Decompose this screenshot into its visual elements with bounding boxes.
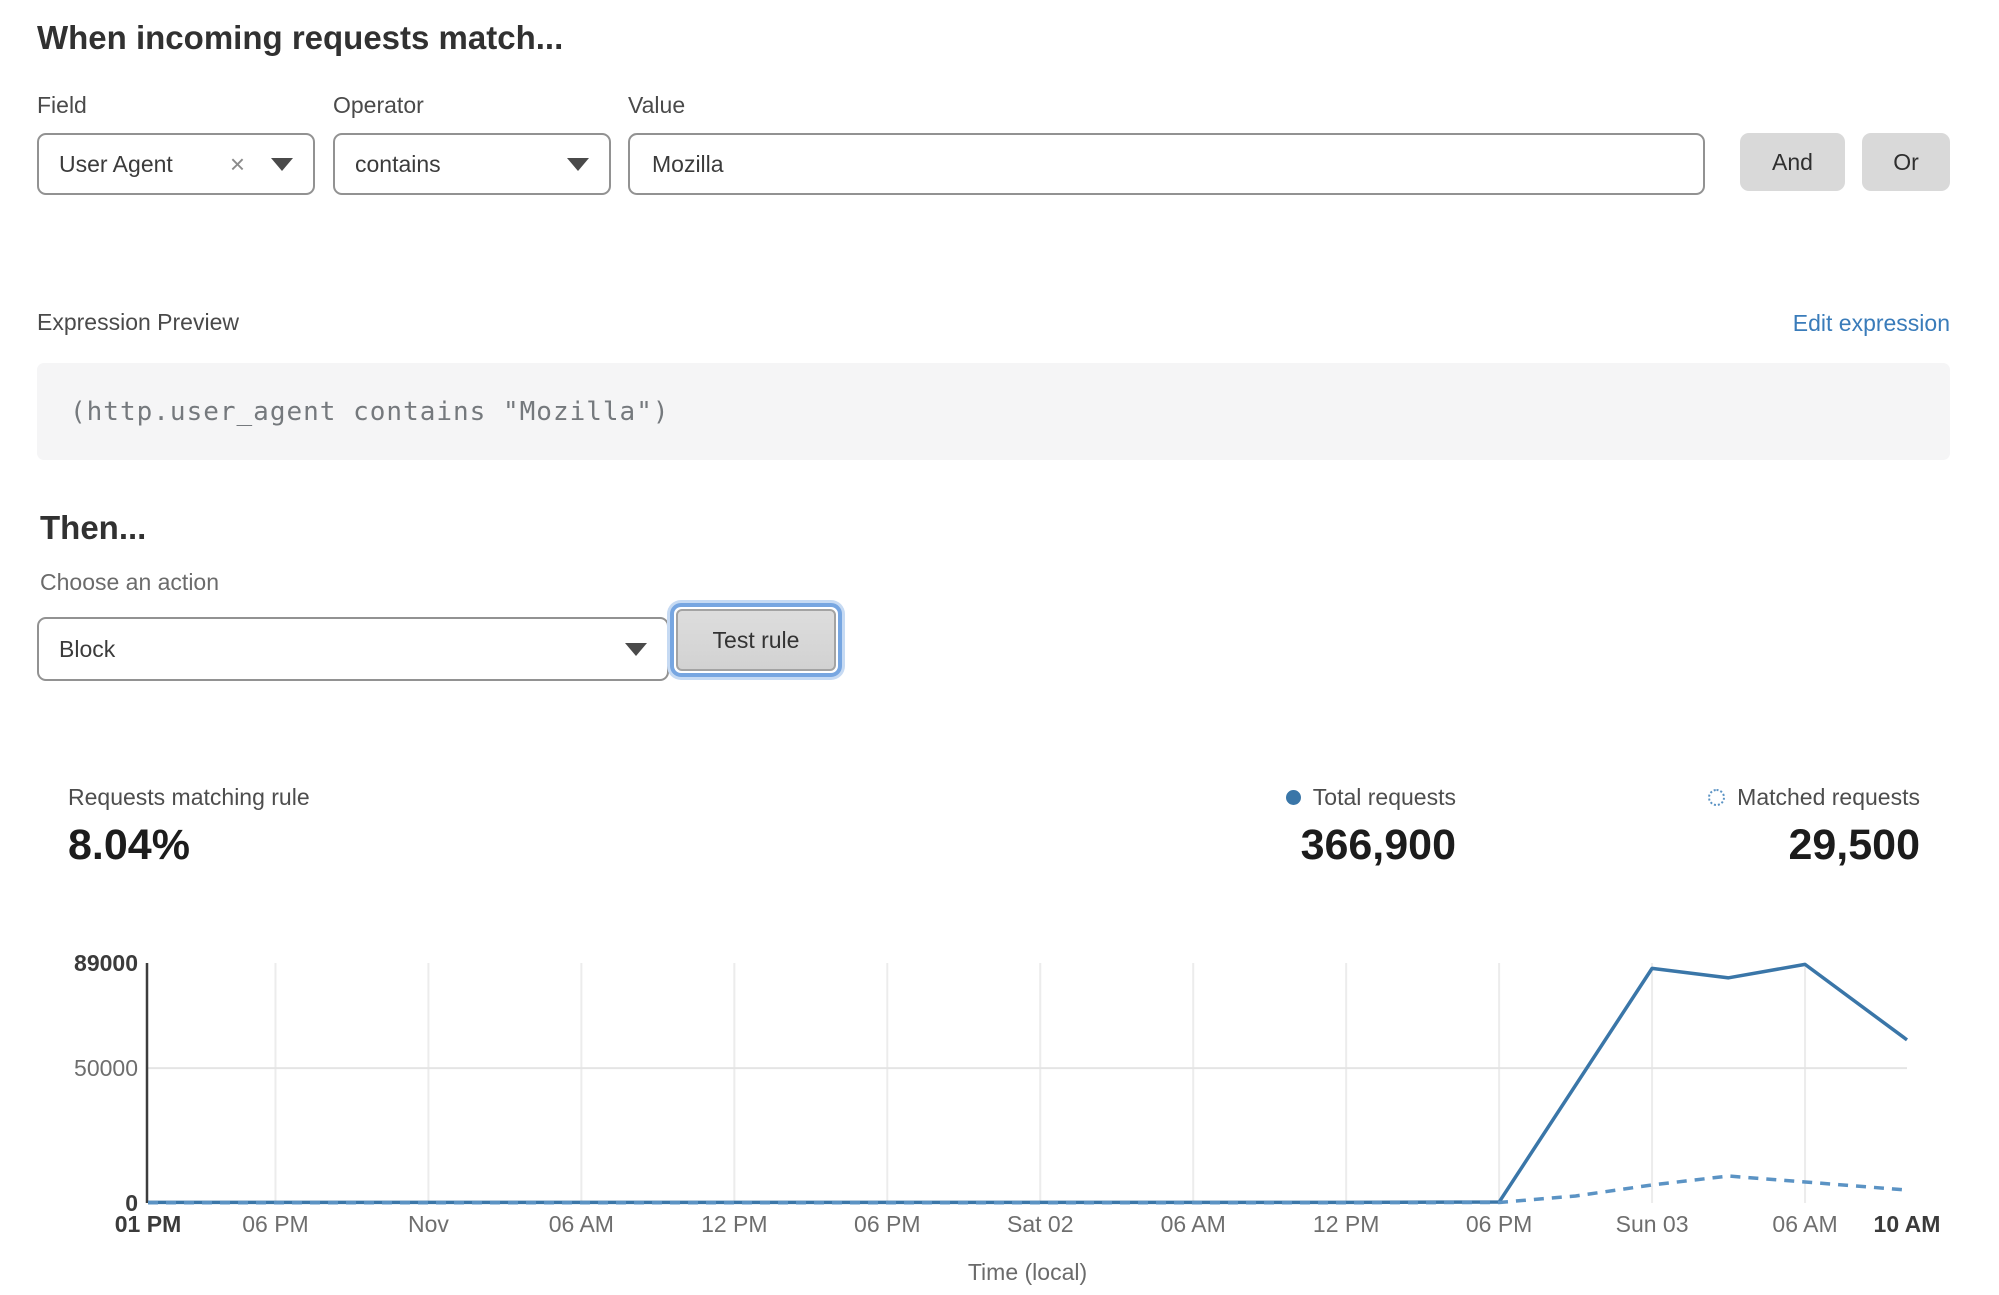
requests-matching-label: Requests matching rule (68, 784, 310, 810)
operator-select-value: contains (355, 150, 441, 177)
svg-text:06 PM: 06 PM (854, 1211, 920, 1237)
operator-label: Operator (333, 92, 424, 118)
total-requests-stat: Total requests 366,900 (1285, 784, 1456, 870)
value-label: Value (628, 92, 686, 118)
chevron-down-icon (271, 157, 293, 171)
matched-requests-value: 29,500 (1788, 821, 1920, 869)
svg-text:10 AM: 10 AM (1874, 1211, 1941, 1237)
edit-expression-link[interactable]: Edit expression (1792, 310, 1950, 336)
svg-text:06 AM: 06 AM (549, 1211, 614, 1237)
value-input-text: Mozilla (652, 150, 724, 177)
or-button[interactable]: Or (1862, 133, 1950, 191)
svg-text:Sun 03: Sun 03 (1616, 1211, 1689, 1237)
svg-text:12 PM: 12 PM (1313, 1211, 1379, 1237)
expression-code: (http.user_agent contains "Mozilla") (70, 396, 670, 427)
total-requests-value: 366,900 (1300, 821, 1456, 869)
field-label: Field (37, 92, 87, 118)
requests-matching-value: 8.04% (68, 821, 190, 869)
field-select-value: User Agent (59, 150, 173, 177)
field-select[interactable]: User Agent × (37, 133, 315, 195)
operator-select[interactable]: contains (333, 133, 611, 195)
matched-requests-label: Matched requests (1737, 784, 1920, 810)
svg-text:Time (local): Time (local) (968, 1259, 1087, 1285)
clear-icon[interactable]: × (229, 149, 245, 179)
svg-text:06 PM: 06 PM (242, 1211, 308, 1237)
match-section-heading: When incoming requests match... (37, 19, 564, 56)
test-rule-focus-ring: Test rule (670, 603, 842, 677)
test-rule-button[interactable]: Test rule (676, 609, 836, 671)
svg-text:50000: 50000 (74, 1055, 138, 1081)
expression-code-block: (http.user_agent contains "Mozilla") (37, 363, 1950, 460)
svg-text:Sat 02: Sat 02 (1007, 1211, 1074, 1237)
chevron-down-icon (567, 157, 589, 171)
svg-text:06 AM: 06 AM (1772, 1211, 1837, 1237)
chevron-down-icon (625, 642, 647, 656)
svg-text:89000: 89000 (74, 950, 138, 976)
total-requests-label: Total requests (1312, 784, 1456, 810)
svg-text:06 AM: 06 AM (1161, 1211, 1226, 1237)
action-select-value: Block (59, 635, 116, 662)
svg-text:Nov: Nov (408, 1211, 449, 1237)
total-requests-dot-icon (1285, 790, 1301, 805)
then-section-heading: Then... (40, 509, 147, 546)
matched-requests-stat: Matched requests 29,500 (1708, 784, 1920, 870)
matched-requests-ring-icon (1708, 789, 1726, 806)
svg-text:0: 0 (125, 1190, 138, 1216)
action-select[interactable]: Block (37, 617, 669, 681)
value-input[interactable]: Mozilla (628, 133, 1705, 195)
svg-text:12 PM: 12 PM (701, 1211, 767, 1237)
svg-text:06 PM: 06 PM (1466, 1211, 1532, 1237)
requests-matching-stat: Requests matching rule 8.04% (68, 784, 310, 870)
svg-text:01 PM: 01 PM (115, 1211, 181, 1237)
choose-action-label: Choose an action (40, 569, 220, 595)
and-button[interactable]: And (1740, 133, 1845, 191)
expression-preview-label: Expression Preview (37, 309, 239, 335)
